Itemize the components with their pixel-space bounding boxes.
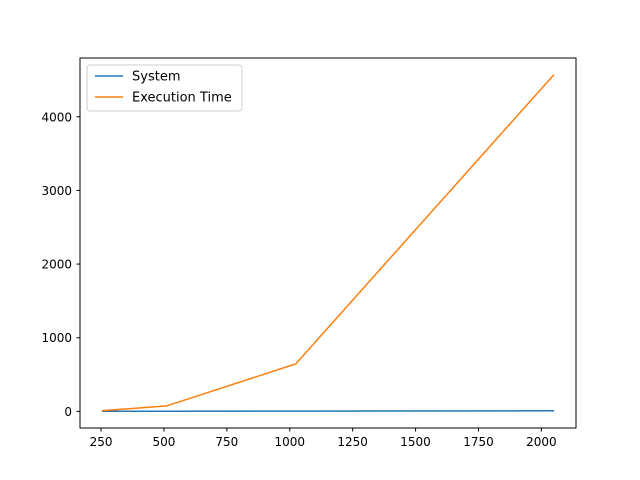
x-tick-label: 1250 bbox=[337, 435, 368, 449]
y-tick-label: 2000 bbox=[41, 258, 72, 272]
y-tick-label: 1000 bbox=[41, 331, 72, 345]
legend-label-execution-time: Execution Time bbox=[132, 91, 232, 106]
y-tick-label: 0 bbox=[64, 405, 72, 419]
x-axis-ticks: 250 500 750 1000 1250 1500 1750 2000 bbox=[90, 428, 557, 449]
x-tick-label: 750 bbox=[215, 435, 238, 449]
x-tick-label: 1750 bbox=[463, 435, 494, 449]
x-tick-label: 250 bbox=[90, 435, 113, 449]
x-tick-label: 500 bbox=[152, 435, 175, 449]
y-axis-ticks: 0 1000 2000 3000 4000 bbox=[41, 110, 80, 419]
legend-box bbox=[86, 64, 243, 112]
series-line-execution-time bbox=[101, 74, 555, 412]
x-tick-label: 2000 bbox=[526, 435, 557, 449]
y-tick-label: 4000 bbox=[41, 110, 72, 124]
legend-label-system: System bbox=[132, 70, 180, 85]
x-tick-label: 1500 bbox=[400, 435, 431, 449]
y-tick-label: 3000 bbox=[41, 184, 72, 198]
legend: System Execution Time bbox=[86, 64, 243, 112]
x-tick-label: 1000 bbox=[274, 435, 305, 449]
series-lines bbox=[101, 74, 555, 412]
plot-area-frame bbox=[79, 57, 577, 429]
